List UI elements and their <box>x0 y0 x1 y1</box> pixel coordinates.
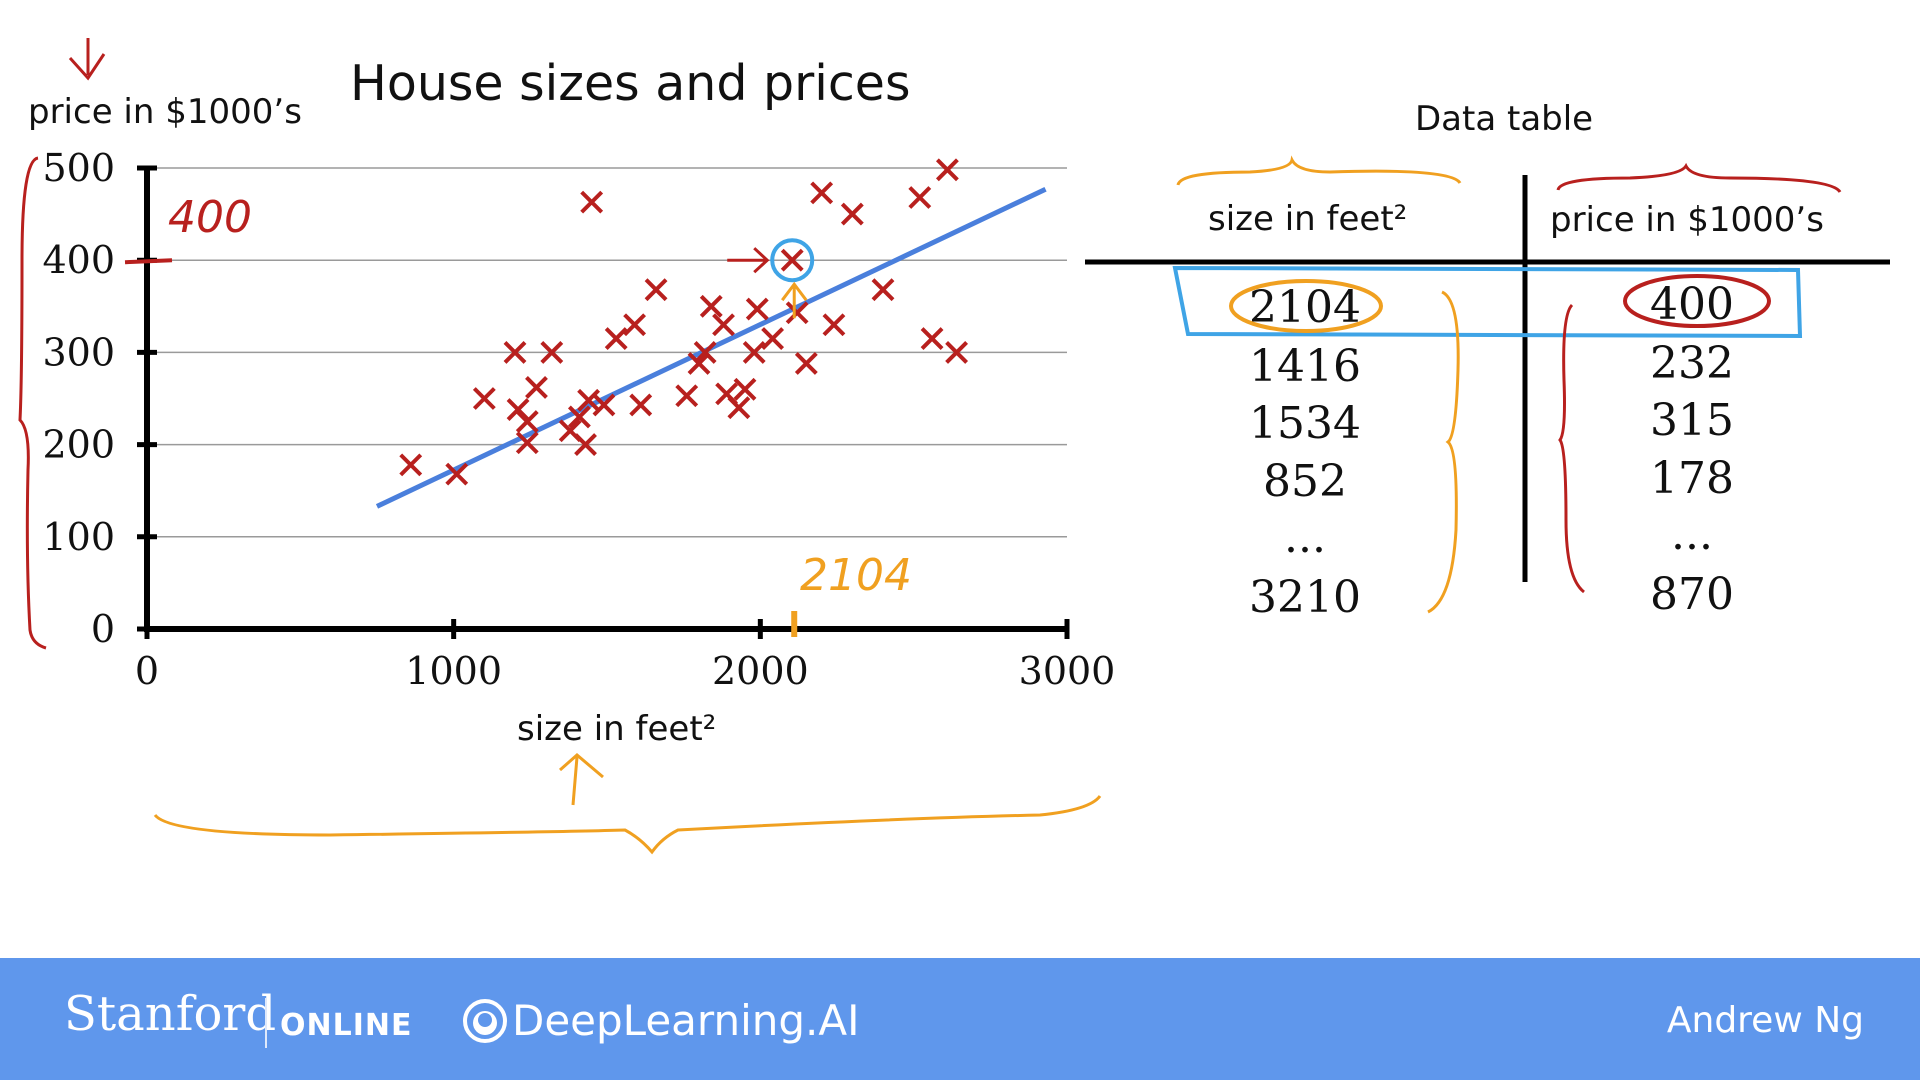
data-point <box>794 352 818 375</box>
table-cell-size: ... <box>1284 512 1326 563</box>
table-size-header-brace <box>1176 155 1462 186</box>
y-tick-label-500: 500 <box>42 146 115 190</box>
data-point <box>935 158 959 182</box>
data-point <box>780 248 804 272</box>
arrow-to-point-red <box>727 247 770 274</box>
data-point <box>567 405 591 429</box>
data-point <box>761 327 785 350</box>
deeplearning-logo-icon <box>463 999 507 1043</box>
table-price-header-brace <box>1556 162 1842 193</box>
table-size-column-brace <box>1427 290 1460 614</box>
table-cell-size: 1534 <box>1249 398 1361 449</box>
y-label-arrow <box>68 38 106 81</box>
annotation-x-value: 2104 <box>800 550 912 601</box>
data-point <box>945 340 969 364</box>
presenter-name: Andrew Ng <box>1666 1000 1864 1041</box>
data-point <box>840 202 864 226</box>
arrow-to-point-orange <box>781 281 808 319</box>
x-axis-brace <box>153 795 1102 855</box>
data-point <box>908 186 932 209</box>
x-tick-label-1000: 1000 <box>405 649 502 693</box>
table-cell-price: 315 <box>1650 395 1734 446</box>
data-point <box>687 352 711 375</box>
data-point <box>472 387 496 410</box>
data-point <box>515 410 539 433</box>
table-cell-size: 3210 <box>1249 572 1361 623</box>
y-tick-label-0: 0 <box>91 607 115 651</box>
data-point <box>745 297 769 321</box>
y-tick-label-400: 400 <box>42 238 115 282</box>
data-point <box>623 313 647 337</box>
data-point <box>822 313 846 337</box>
data-point <box>580 190 604 214</box>
table-cell-size: 1416 <box>1249 341 1361 392</box>
data-points <box>399 158 969 486</box>
data-point <box>629 393 653 417</box>
data-point <box>574 433 597 457</box>
highlight-circle <box>770 238 815 283</box>
table-header-price: price in $1000’s <box>1550 200 1824 240</box>
footer-bar: Stanford ONLINE DeepLearning.AI Andrew N… <box>0 958 1920 1080</box>
data-point <box>785 301 809 325</box>
x-tick-label-2000: 2000 <box>712 649 809 693</box>
chart-title: House sizes and prices <box>350 55 911 112</box>
data-point <box>644 278 668 302</box>
x-tick-label-3000: 3000 <box>1019 649 1116 693</box>
table-cell-price: ... <box>1671 509 1713 560</box>
data-point <box>592 393 616 417</box>
y-axis-marker-red <box>124 258 173 265</box>
x-tick-label-0: 0 <box>135 649 159 693</box>
data-point <box>733 377 757 401</box>
data-point <box>399 453 423 477</box>
x-label-arrow <box>559 753 604 806</box>
data-point <box>540 340 564 364</box>
data-point <box>871 278 895 302</box>
data-point <box>525 376 548 399</box>
logo-divider <box>265 998 267 1048</box>
data-point <box>675 384 699 408</box>
data-point <box>742 340 766 364</box>
x-axis-label: size in feet² <box>517 709 716 749</box>
data-point <box>810 181 834 205</box>
table-size-circle <box>1229 279 1383 333</box>
table-cell-price: 178 <box>1650 453 1734 504</box>
table-price-column-brace <box>1558 303 1586 594</box>
table-cell-size: 2104 <box>1249 282 1361 333</box>
y-tick-label-200: 200 <box>42 423 115 467</box>
stanford-online-label: ONLINE <box>280 1008 413 1043</box>
y-axis-brace <box>18 156 47 650</box>
y-axis-label: price in $1000’s <box>28 92 302 132</box>
data-point <box>727 396 751 420</box>
data-point <box>920 327 944 350</box>
data-point <box>693 340 717 364</box>
grid-lines <box>147 167 1067 538</box>
deeplearning-label: DeepLearning.AI <box>512 996 860 1045</box>
table-header-size: size in feet² <box>1208 199 1407 239</box>
data-point <box>515 431 539 455</box>
stanford-logo: Stanford <box>64 986 277 1042</box>
table-price-circle <box>1623 274 1771 328</box>
data-point <box>445 462 469 486</box>
data-point <box>503 340 527 364</box>
table-cell-price: 870 <box>1650 569 1734 620</box>
y-tick-label-300: 300 <box>42 330 115 374</box>
y-tick-label-100: 100 <box>42 515 115 559</box>
slide-canvas: House sizes and prices price in $1000’s … <box>18 38 1890 855</box>
table-title: Data table <box>1415 99 1593 139</box>
annotation-y-value: 400 <box>168 192 252 243</box>
data-point <box>604 327 628 350</box>
table-cell-size: 852 <box>1263 456 1347 507</box>
table-row-highlight-box <box>1172 265 1803 339</box>
table-cell-price: 232 <box>1650 338 1734 389</box>
data-point <box>699 294 723 318</box>
tick-labels: 0 100 200 300 400 500 0 1000 2000 3000 <box>42 146 1115 693</box>
data-point <box>712 313 735 337</box>
hand-annotations <box>124 238 815 637</box>
